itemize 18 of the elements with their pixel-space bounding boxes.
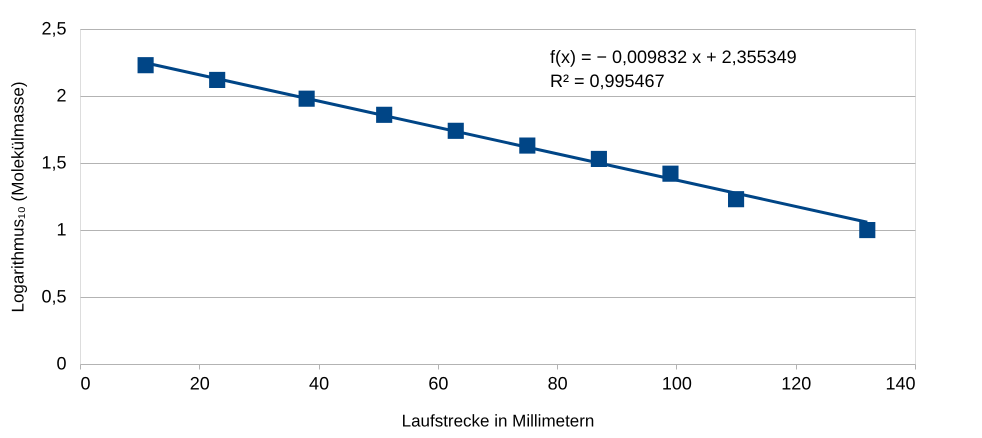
annotation: R² = 0,995467 [550,71,665,91]
x-tick-label: 0 [80,374,91,394]
y-tick-label: 2 [56,86,66,106]
x-axis-title: Laufstrecke in Millimetern [402,412,594,430]
y-tick-label: 0,5 [41,286,66,306]
x-tick-label: 80 [548,374,568,394]
x-tick-label: 100 [662,374,692,394]
x-tick-label: 60 [428,374,448,394]
y-tick-label: 1 [56,220,66,240]
x-tick-label: 140 [885,374,916,394]
x-tick-label: 40 [309,374,330,394]
x-tick-label: 120 [781,374,812,394]
y-tick-label: 0 [56,354,66,374]
y-tick-label: 2,5 [41,18,66,38]
annotation: f(x) = − 0,009832 x + 2,355349 [550,47,797,67]
x-tick-label: 20 [190,374,210,394]
y-axis-title: Logarithmus₁₀ (Molekülmasse) [8,81,28,313]
y-tick-label: 1,5 [41,152,66,172]
